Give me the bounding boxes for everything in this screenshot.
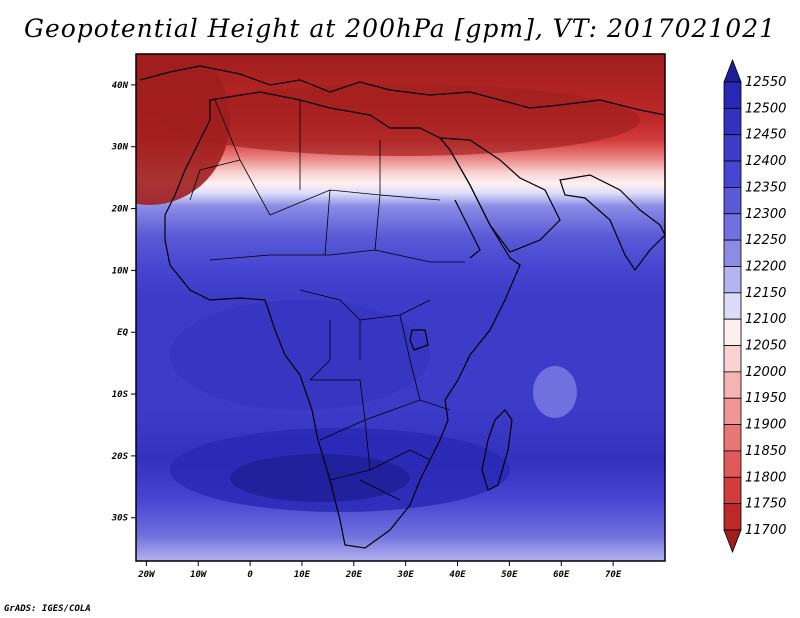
colorbar-bottom-arrow	[723, 529, 742, 554]
lon-tick-label: 50E	[501, 570, 518, 580]
colorbar-swatch	[723, 266, 742, 294]
colorbar-swatch	[723, 503, 742, 531]
south-asia-coastline	[559, 174, 665, 272]
colorbar-swatch	[723, 160, 742, 188]
lon-tick-label: 30E	[397, 570, 415, 580]
high-core-inner	[230, 454, 410, 502]
colorbar-level-label: 11750	[745, 497, 786, 512]
lon-tick-label: 60E	[553, 570, 570, 580]
lon-tick-label: 40E	[449, 570, 466, 580]
colorbar-swatch	[723, 187, 742, 215]
map-frame	[135, 53, 666, 562]
credit-label: GrADS: IGES/COLA	[4, 604, 91, 614]
colorbar-swatch	[723, 424, 742, 452]
map-area	[135, 53, 666, 562]
colorbar-level-label: 11950	[745, 391, 786, 406]
colorbar-level-label: 11850	[745, 444, 786, 459]
colorbar-swatch	[723, 318, 742, 346]
colorbar-level-label: 12350	[745, 180, 786, 195]
colorbar-level-label: 12450	[745, 128, 786, 143]
colorbar: 12550 12500 12450 12400 12350 12300 12250 12200…	[723, 58, 786, 554]
lon-tick-label: 0	[247, 570, 253, 580]
high-core-central	[170, 300, 430, 410]
colorbar-level-label: 12250	[745, 233, 786, 248]
border-lines-central	[209, 249, 465, 401]
colorbar-swatch	[723, 397, 742, 425]
colorbar-level-label: 12300	[745, 207, 786, 222]
colorbar-level-label: 11700	[745, 523, 786, 538]
colorbar-level-label: 12550	[745, 75, 786, 90]
colorbar-level-label: 11900	[745, 418, 786, 433]
lat-tick-label: EQ	[117, 328, 128, 338]
coastlines	[139, 65, 665, 549]
red-sea-east-africa	[454, 199, 481, 259]
colorbar-level-label: 12500	[745, 101, 786, 116]
colorbar-level-label: 12400	[745, 154, 786, 169]
lon-tick-label: 20E	[345, 570, 363, 580]
lat-tick-label: 40N	[112, 81, 129, 91]
longitude-axis: 20W 10W 0 10E 20E 30E 40E 50E 60E 70E	[137, 561, 622, 580]
colorbar-level-label: 12100	[745, 312, 786, 327]
lat-tick-label: 10S	[112, 390, 129, 400]
arabian-peninsula	[438, 137, 561, 253]
colorbar-level-label: 12000	[745, 365, 786, 380]
map-title: Geopotential Height at 200hPa [gpm], VT:…	[23, 14, 777, 43]
country-borders	[189, 99, 465, 501]
europe-coastline	[139, 65, 665, 116]
colorbar-level-label: 11800	[745, 470, 786, 485]
colorbar-level-label: 12150	[745, 286, 786, 301]
latitude-axis: 40N 30N 20N 10N EQ 10S 20S 30S	[111, 81, 136, 524]
low-lobe-north	[160, 84, 640, 156]
low-cell-indian-ocean	[533, 366, 577, 418]
border-lines-south	[310, 379, 451, 501]
colorbar-swatch	[723, 213, 742, 241]
colorbar-swatch	[723, 450, 742, 478]
lat-tick-label: 20N	[111, 205, 129, 215]
colorbar-level-label: 12200	[745, 259, 786, 274]
colorbar-swatch	[723, 345, 742, 373]
height-field	[136, 54, 665, 561]
lon-tick-label: 10E	[294, 570, 311, 580]
border-lines-north	[189, 99, 441, 256]
colorbar-swatch	[723, 476, 742, 505]
colorbar-swatch	[723, 292, 742, 320]
colorbar-top-arrow	[723, 58, 742, 83]
lake-victoria	[409, 329, 429, 351]
colorbar-level-label: 12050	[745, 339, 786, 354]
lat-tick-label: 20S	[111, 452, 129, 462]
lon-tick-label: 10W	[190, 570, 208, 580]
lat-tick-label: 10N	[112, 266, 129, 276]
madagascar	[481, 409, 513, 491]
lat-tick-label: 30N	[111, 143, 129, 153]
lon-tick-label: 70E	[605, 570, 622, 580]
colorbar-swatch	[723, 107, 742, 136]
colorbar-swatch	[723, 81, 742, 109]
colorbar-swatch	[723, 371, 742, 399]
colorbar-swatch	[723, 239, 742, 267]
lon-tick-label: 20W	[137, 570, 156, 580]
colorbar-swatch	[723, 134, 742, 162]
lat-tick-label: 30S	[111, 514, 129, 524]
